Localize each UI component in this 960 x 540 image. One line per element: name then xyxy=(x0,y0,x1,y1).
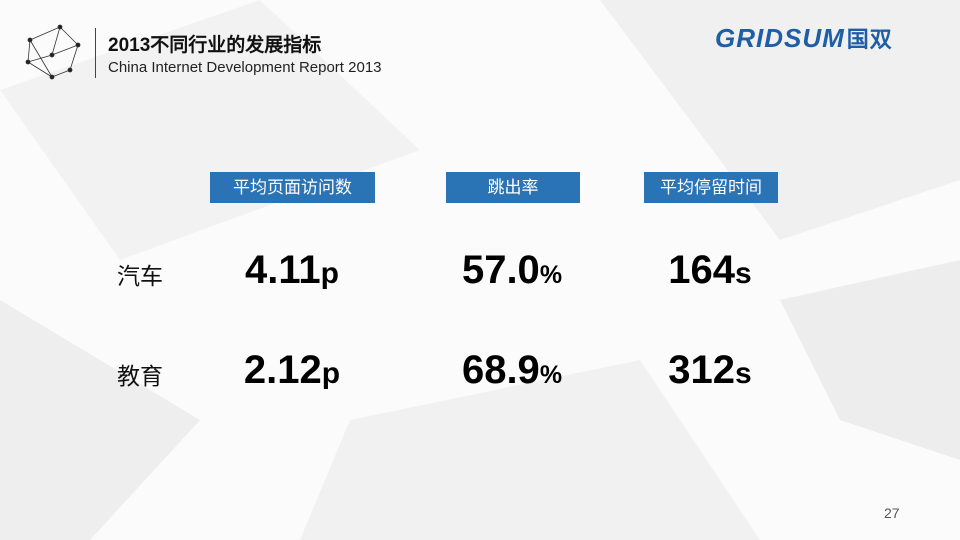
logo-brand: GRIDSUM xyxy=(715,23,845,53)
value-number: 68.9 xyxy=(461,348,540,392)
column-header: 平均页面访问数 xyxy=(210,172,375,203)
value-number: 312 xyxy=(668,348,736,392)
subtitle: China Internet Development Report 2013 xyxy=(108,59,382,76)
value-number: 164 xyxy=(668,248,736,292)
column-header: 跳出率 xyxy=(446,172,580,203)
logo-chinese: 国双 xyxy=(846,27,893,52)
title: 2013不同行业的发展指标 xyxy=(108,35,322,56)
logo: GRIDSUM国双 xyxy=(715,22,893,54)
value-cell: 312s xyxy=(610,348,810,393)
value-cell: 4.11p xyxy=(192,248,392,293)
value-unit: p xyxy=(320,257,339,290)
value-unit: p xyxy=(321,357,341,390)
row-label: 教育 xyxy=(117,363,163,389)
row-label: 汽车 xyxy=(117,263,163,289)
value-unit: % xyxy=(539,261,563,289)
value-number: 2.12 xyxy=(243,348,322,392)
page-number: 27 xyxy=(884,505,900,521)
value-cell: 57.0% xyxy=(412,248,612,293)
value-unit: s xyxy=(735,357,752,390)
value-cell: 68.9% xyxy=(412,348,612,393)
column-header: 平均停留时间 xyxy=(644,172,778,203)
divider xyxy=(95,28,96,78)
value-cell: 164s xyxy=(610,248,810,293)
value-unit: % xyxy=(539,361,563,389)
value-cell: 2.12p xyxy=(192,348,392,393)
value-number: 57.0 xyxy=(461,248,540,292)
value-unit: s xyxy=(735,257,752,290)
value-number: 4.11 xyxy=(245,248,321,292)
